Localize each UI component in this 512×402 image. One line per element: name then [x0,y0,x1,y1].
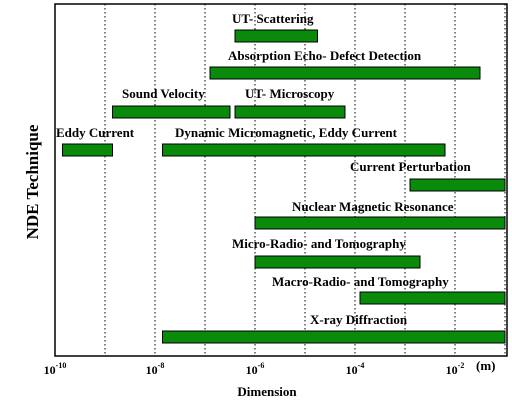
bar-label: Eddy Current [56,125,135,140]
x-axis-label: Dimension [237,384,297,399]
range-bar [162,143,446,157]
bar-label: UT- Scattering [232,11,314,26]
range-bar [409,178,506,192]
x-tick-labels-group: 10-10 10-8 10-6 10-4 10-2 [44,361,465,377]
range-bar [234,29,318,43]
range-bar [209,66,481,80]
x-tick-label: 10-10 [44,361,67,377]
bar-label: Macro-Radio- and Tomography [272,274,449,289]
bar-labels-group: UT- Scattering Absorption Echo- Defect De… [56,11,471,327]
range-bar [162,330,506,344]
bar-label: Current Perturbation [350,159,471,174]
range-bar [254,255,421,269]
range-bar [62,143,113,157]
bar-label: Micro-Radio- and Tomography [232,236,406,251]
bar-label: Sound Velocity [122,86,205,101]
bar-label: X-ray Diffraction [310,312,408,327]
x-tick-label: 10-8 [146,361,165,377]
x-tick-label: 10-2 [446,361,465,377]
bar-label: Nuclear Magnetic Resonance [292,199,454,214]
range-bar [254,216,506,230]
range-bar [359,291,506,305]
bars-group [62,29,506,344]
range-bar [112,105,231,119]
y-axis-label: NDE Technique [23,124,42,239]
x-unit-label: (m) [476,358,496,373]
bar-label: UT- Microscopy [245,86,335,101]
x-tick-label: 10-6 [246,361,265,377]
bar-label: Dynamic Micromagnetic, Eddy Current [175,125,398,140]
x-tick-label: 10-4 [346,361,365,377]
range-bar [234,105,346,119]
bar-label: Absorption Echo- Defect Detection [228,48,422,63]
